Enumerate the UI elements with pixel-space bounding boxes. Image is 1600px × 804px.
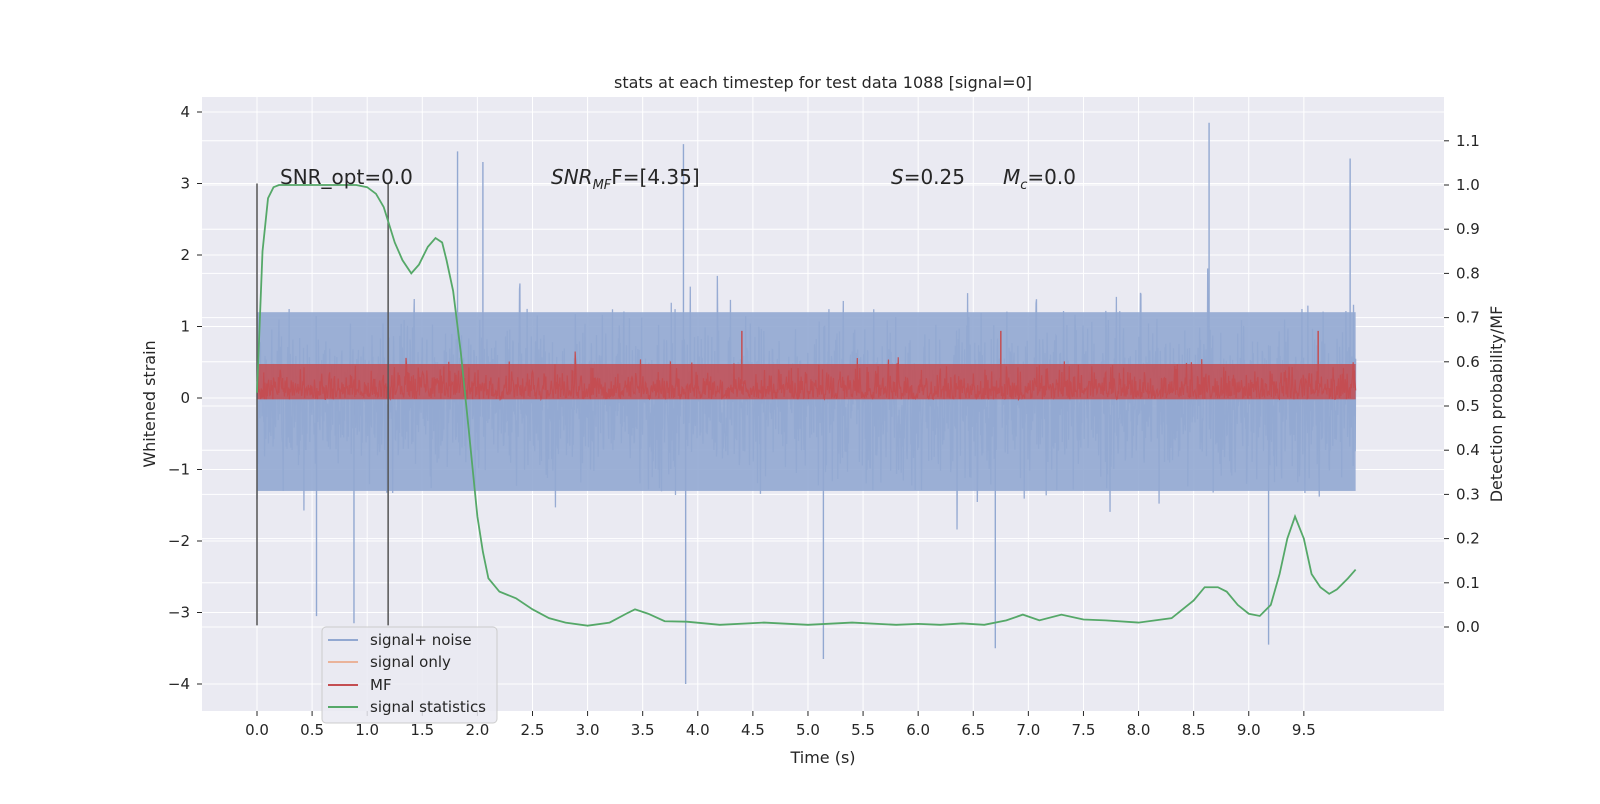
x-tick-label: 8.0 [1127, 721, 1151, 739]
x-axis-label: Time (s) [789, 748, 855, 767]
right-y-tick-label: 0.7 [1456, 309, 1480, 327]
annotation-snr-mf-value: F=[4.35] [611, 165, 699, 189]
x-tick-label: 0.5 [300, 721, 324, 739]
right-y-tick-label: 0.4 [1456, 441, 1480, 459]
x-tick-label: 1.5 [410, 721, 434, 739]
right-y-tick-label: 0.3 [1456, 485, 1480, 503]
annotation-s-symbol: S [891, 165, 904, 189]
x-tick-label: 5.0 [796, 721, 820, 739]
x-tick-label: 6.0 [906, 721, 930, 739]
annotation-mc-subscript: c [1020, 178, 1027, 193]
annotation-snr-mf-subscript: MF [593, 178, 612, 193]
legend-label-signal-statistics: signal statistics [370, 698, 486, 716]
legend-label-mf: MF [370, 676, 392, 694]
x-tick-label: 4.5 [741, 721, 765, 739]
left-y-tick-label: 0 [180, 389, 190, 407]
left-y-tick-label: 1 [180, 318, 190, 336]
right-y-tick-label: 1.1 [1456, 132, 1480, 150]
x-tick-label: 2.0 [465, 721, 489, 739]
x-tick-label: 8.5 [1182, 721, 1206, 739]
annotation-snr-mf-symbol: SNR [551, 165, 593, 189]
vertical-markers [256, 183, 389, 626]
x-tick-label: 6.5 [961, 721, 985, 739]
x-tick-label: 0.0 [245, 721, 269, 739]
legend-box [321, 626, 498, 724]
right-y-tick-label: 0.6 [1456, 353, 1480, 371]
left-y-axis-label: Whitened strain [140, 340, 159, 467]
legend-item-signal-noise: signal+ noise [328, 631, 472, 649]
annotation-mc: Mc=0.0 [1003, 165, 1076, 193]
annotation-s: S=0.25 [891, 165, 965, 189]
right-y-tick-label: 0.5 [1456, 397, 1480, 415]
x-tick-label: 1.0 [355, 721, 379, 739]
legend-item-signal-statistics: signal statistics [328, 698, 486, 716]
annotation-s-value: =0.25 [904, 165, 965, 189]
x-tick-label: 9.0 [1237, 721, 1261, 739]
x-tick-label: 4.0 [686, 721, 710, 739]
legend-label-signal-only: signal only [370, 653, 451, 671]
annotation-snr-mf: SNRMFF=[4.35] [551, 165, 700, 193]
right-y-tick-label: 0.1 [1456, 574, 1480, 592]
left-y-tick-labels: 4 3 2 1 0 −1 −2 −3 −4 [168, 103, 202, 693]
right-y-tick-label: 0.9 [1456, 220, 1480, 238]
annotation-snr-opt: SNR_opt=0.0 [280, 165, 413, 189]
legend-item-signal-only: signal only [328, 653, 451, 671]
right-y-tick-label: 0.8 [1456, 264, 1480, 282]
mf-core-band [257, 364, 1356, 400]
right-y-tick-labels: 1.1 1.0 0.9 0.8 0.7 0.6 0.5 0.4 0.3 0.2 0.1 0.0 [1444, 132, 1480, 636]
right-y-tick-label: 0.0 [1456, 618, 1480, 636]
x-tick-label: 7.5 [1072, 721, 1096, 739]
right-y-tick-label: 1.0 [1456, 176, 1480, 194]
signal-noise-series [256, 122, 1357, 684]
left-y-tick-label: 4 [180, 103, 190, 121]
x-tick-label: 3.0 [576, 721, 600, 739]
right-y-tick-label: 0.2 [1456, 530, 1480, 548]
legend-label-signal-noise: signal+ noise [370, 631, 472, 649]
signal-statistics-line [256, 184, 1357, 627]
legend-item-mf: MF [328, 676, 392, 694]
left-y-tick-label: −4 [168, 675, 190, 693]
left-y-tick-label: −1 [168, 461, 190, 479]
x-tick-labels: 0.0 0.5 1.0 1.5 2.0 2.5 3.0 3.5 4.0 4.5 5.0 5.5 6.0 6… [245, 711, 1316, 739]
mf-series [256, 330, 1357, 402]
left-y-tick-label: −3 [168, 604, 190, 622]
left-y-tick-label: −2 [168, 532, 190, 550]
left-y-tick-label: 2 [180, 246, 190, 264]
signal-noise-core-band [257, 312, 1356, 491]
x-tick-label: 2.5 [521, 721, 545, 739]
x-tick-label: 7.0 [1016, 721, 1040, 739]
legend: signal+ noise signal only MF signal stat… [321, 626, 498, 724]
x-tick-label: 5.5 [851, 721, 875, 739]
right-y-axis-label: Detection probability/MF [1487, 306, 1506, 503]
annotation-mc-symbol: M [1003, 165, 1020, 189]
annotation-mc-value: =0.0 [1027, 165, 1076, 189]
x-tick-label: 9.5 [1292, 721, 1316, 739]
x-tick-label: 3.5 [631, 721, 655, 739]
left-y-tick-label: 3 [180, 175, 190, 193]
chart-title: stats at each timestep for test data 108… [614, 73, 1032, 92]
